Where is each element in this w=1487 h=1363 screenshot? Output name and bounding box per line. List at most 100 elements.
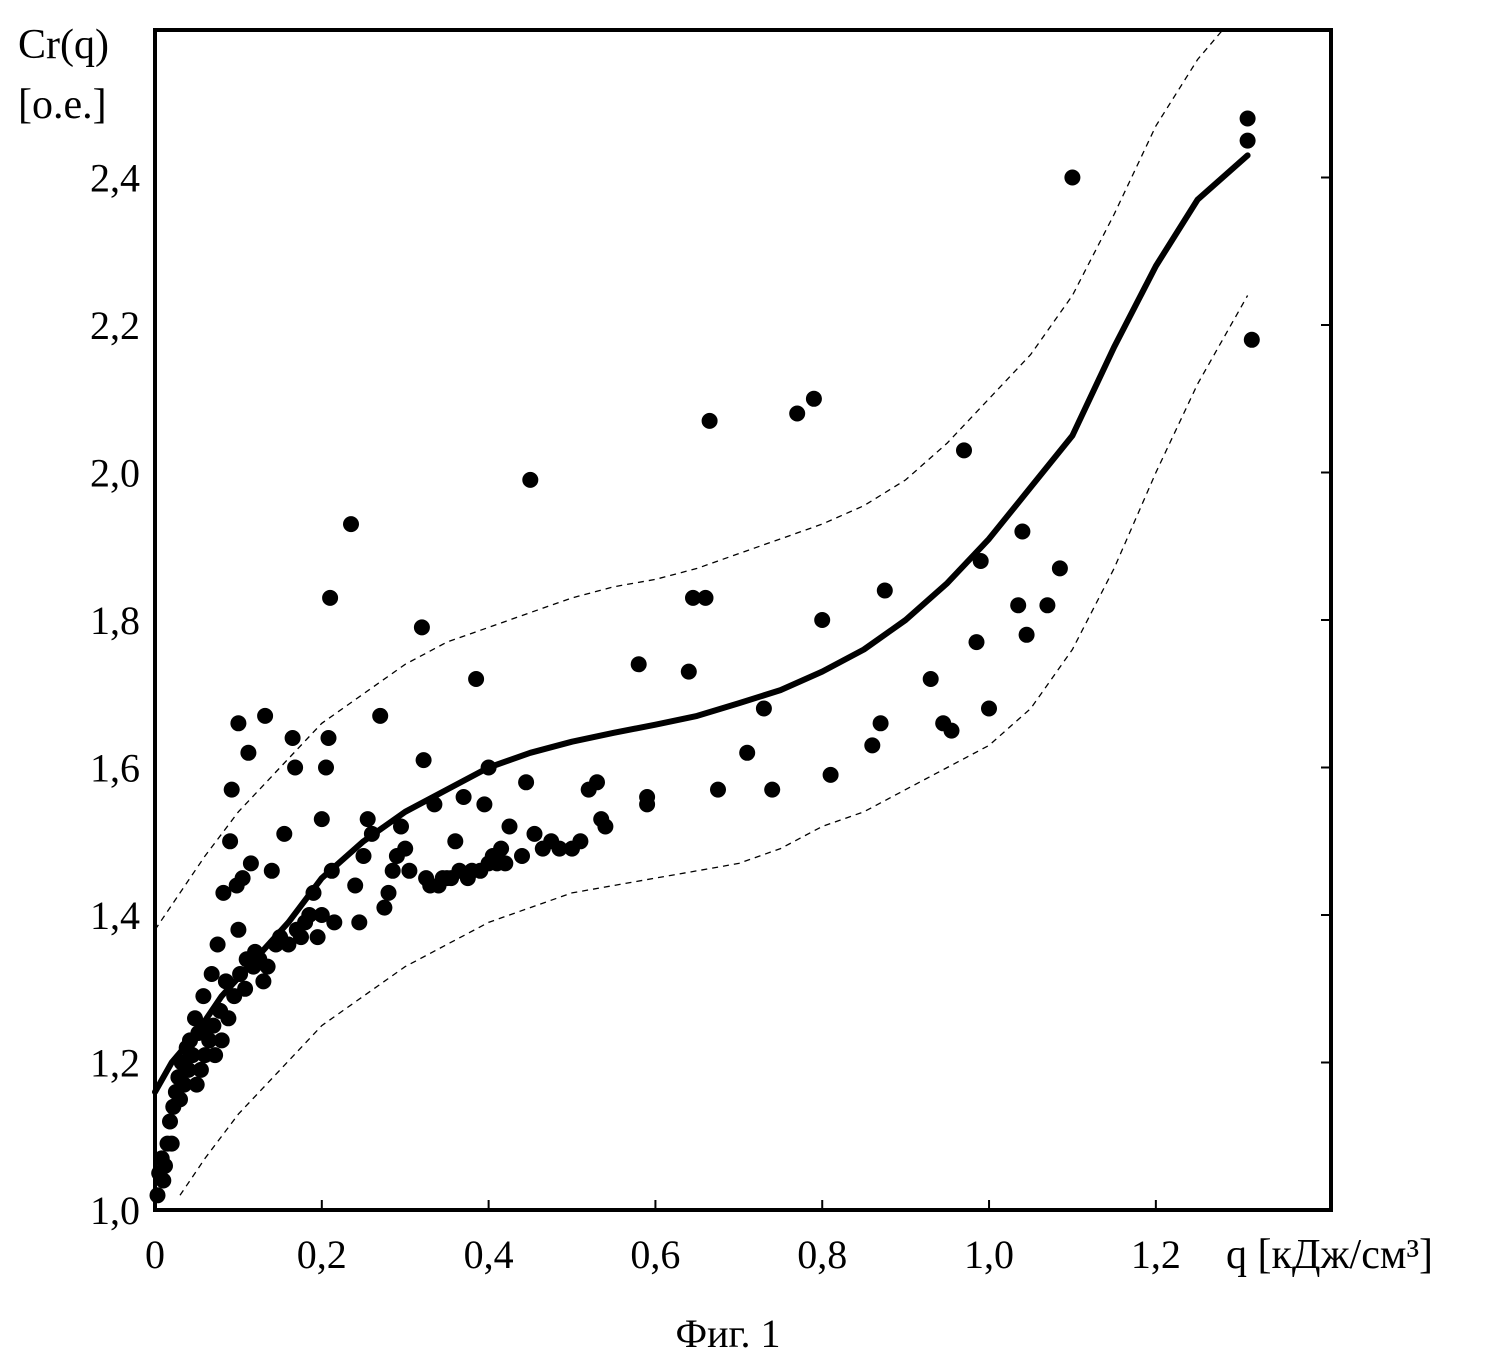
data-point [476, 796, 492, 812]
data-point [497, 855, 513, 871]
data-point [155, 1173, 171, 1189]
y-axis-label-line1: Cr(q) [18, 22, 109, 68]
data-point [314, 811, 330, 827]
upper-band-line [155, 30, 1223, 930]
data-point [318, 760, 334, 776]
data-point [956, 442, 972, 458]
data-point [243, 855, 259, 871]
data-point [230, 715, 246, 731]
y-tick-label: 1,6 [90, 746, 140, 791]
x-axis-label: q [кДж/см³] [1226, 1232, 1433, 1278]
data-point [447, 833, 463, 849]
x-tick-label: 0,4 [464, 1232, 514, 1277]
data-point [343, 516, 359, 532]
figure-caption: Фиг. 1 [676, 1311, 781, 1356]
data-point [877, 583, 893, 599]
data-point [321, 730, 337, 746]
data-point [210, 937, 226, 953]
data-point [698, 590, 714, 606]
plot-frame [155, 30, 1331, 1210]
data-point [806, 391, 822, 407]
data-point [969, 634, 985, 650]
data-point [597, 819, 613, 835]
y-tick-label: 1,0 [90, 1188, 140, 1233]
data-point [522, 472, 538, 488]
data-point [681, 664, 697, 680]
data-point [814, 612, 830, 628]
data-point [237, 981, 253, 997]
y-tick-label: 1,4 [90, 893, 140, 938]
data-point [789, 406, 805, 422]
data-point [414, 619, 430, 635]
data-point [1240, 133, 1256, 149]
data-point [527, 826, 543, 842]
data-point [214, 1032, 230, 1048]
data-point [264, 863, 280, 879]
data-point [172, 1091, 188, 1107]
data-point [401, 863, 417, 879]
data-point [195, 988, 211, 1004]
data-point [326, 914, 342, 930]
data-point [468, 671, 484, 687]
data-point [322, 590, 338, 606]
data-point [157, 1158, 173, 1174]
data-point [240, 745, 256, 761]
lower-band-line [180, 296, 1248, 1196]
data-point [416, 752, 432, 768]
data-point [222, 833, 238, 849]
data-point [189, 1077, 205, 1093]
data-point [385, 863, 401, 879]
y-tick-label: 1,8 [90, 598, 140, 643]
data-point [230, 922, 246, 938]
y-tick-label: 2,4 [90, 156, 140, 201]
data-point [150, 1187, 166, 1203]
data-point [193, 1062, 209, 1078]
data-point [710, 782, 726, 798]
data-point [397, 841, 413, 857]
data-point [631, 656, 647, 672]
data-point [739, 745, 755, 761]
data-point [376, 900, 392, 916]
x-tick-label: 0,8 [797, 1232, 847, 1277]
data-point [204, 966, 220, 982]
data-point [356, 848, 372, 864]
data-point [589, 774, 605, 790]
data-point [873, 715, 889, 731]
data-point [1240, 111, 1256, 127]
data-point [255, 973, 271, 989]
data-point [293, 929, 309, 945]
data-point [207, 1047, 223, 1063]
data-point [381, 885, 397, 901]
data-point [493, 841, 509, 857]
data-point [1010, 597, 1026, 613]
y-tick-label: 2,2 [90, 303, 140, 348]
x-tick-label: 0,2 [297, 1232, 347, 1277]
data-point [864, 737, 880, 753]
data-point [260, 959, 276, 975]
data-point [310, 929, 326, 945]
data-point [702, 413, 718, 429]
data-point [257, 708, 273, 724]
data-point [639, 789, 655, 805]
data-point [351, 914, 367, 930]
x-tick-label: 1,0 [964, 1232, 1014, 1277]
data-point [502, 819, 518, 835]
x-tick-label: 1,2 [1131, 1232, 1181, 1277]
data-point [1064, 170, 1080, 186]
x-tick-label: 0 [145, 1232, 165, 1277]
y-axis-label-line2: [о.е.] [18, 82, 107, 128]
data-point [235, 870, 251, 886]
data-point [285, 730, 301, 746]
data-point [360, 811, 376, 827]
fit-curve-line [155, 155, 1248, 1092]
data-point [224, 782, 240, 798]
data-point [1052, 560, 1068, 576]
data-point [287, 760, 303, 776]
data-point [823, 767, 839, 783]
data-point [1039, 597, 1055, 613]
data-point [220, 1010, 236, 1026]
data-point [1014, 524, 1030, 540]
data-point [162, 1114, 178, 1130]
data-point [981, 701, 997, 717]
